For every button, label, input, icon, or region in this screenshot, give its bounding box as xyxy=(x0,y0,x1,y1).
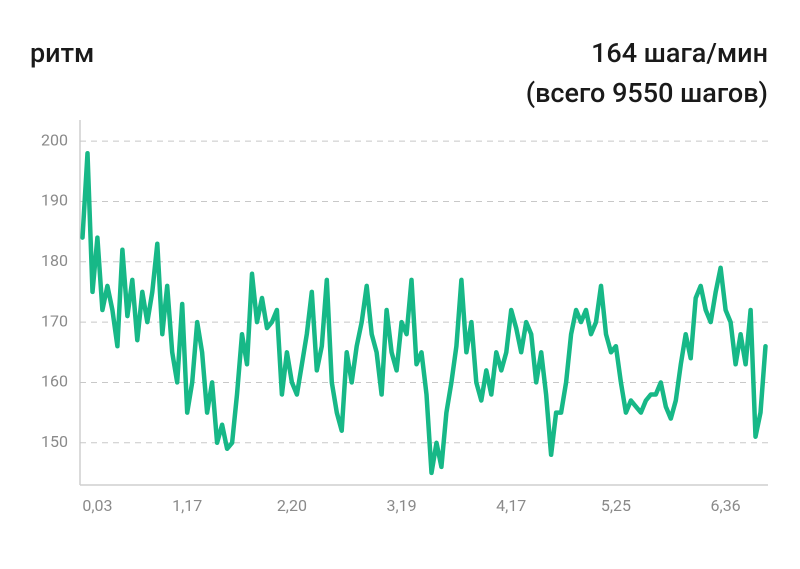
x-tick-label: 6,36 xyxy=(711,496,741,515)
data-line xyxy=(80,150,768,476)
summary-rate: 164 шага/мин xyxy=(591,37,768,69)
y-tick-label: 160 xyxy=(41,372,68,391)
chart-title: ритм xyxy=(30,37,94,69)
x-tick-label: 1,17 xyxy=(172,496,202,515)
x-tick-label: 2,20 xyxy=(277,496,307,515)
x-tick-label: 0,03 xyxy=(82,496,112,515)
x-tick-label: 4,17 xyxy=(496,496,526,515)
x-tick-label: 5,25 xyxy=(601,496,631,515)
y-tick-label: 190 xyxy=(41,191,68,210)
y-tick-label: 200 xyxy=(41,130,68,149)
y-tick-label: 150 xyxy=(41,432,68,451)
summary-total: (всего 9550 шагов) xyxy=(526,77,768,109)
y-tick-label: 170 xyxy=(41,311,68,330)
y-tick-label: 180 xyxy=(41,251,68,270)
x-tick-label: 3,19 xyxy=(387,496,417,515)
